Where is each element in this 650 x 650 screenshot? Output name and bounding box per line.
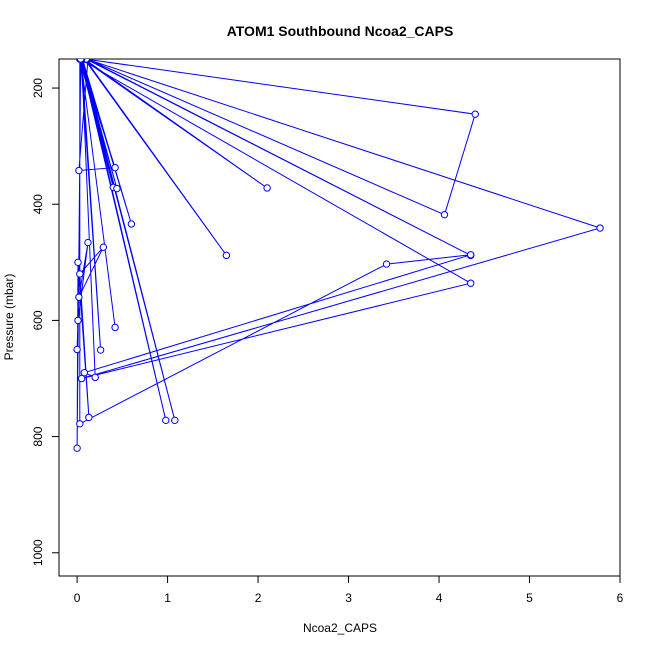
data-point bbox=[76, 270, 84, 278]
data-point bbox=[111, 163, 119, 172]
data-point bbox=[162, 416, 170, 425]
x-tick-label: 2 bbox=[255, 591, 262, 605]
data-point bbox=[73, 345, 81, 354]
data-point bbox=[382, 260, 391, 268]
data-point bbox=[74, 316, 82, 325]
data-point bbox=[111, 323, 119, 332]
data-point bbox=[76, 420, 84, 428]
data-point bbox=[467, 251, 475, 259]
data-point bbox=[171, 416, 179, 425]
x-tick-label: 0 bbox=[74, 591, 81, 605]
data-point bbox=[77, 59, 85, 63]
x-tick-label: 4 bbox=[436, 591, 443, 605]
data-point bbox=[471, 110, 479, 118]
data-point bbox=[85, 413, 93, 422]
y-axis-label: Pressure (mbar) bbox=[2, 274, 16, 361]
x-tick-label: 1 bbox=[164, 591, 171, 605]
data-point bbox=[596, 224, 604, 232]
y-tick-label: 200 bbox=[31, 78, 45, 98]
x-axis: 0 1 2 3 4 5 6 bbox=[74, 575, 624, 605]
data-point bbox=[74, 258, 82, 267]
data-point bbox=[467, 279, 475, 287]
data-point bbox=[263, 184, 271, 192]
data-point bbox=[77, 374, 86, 383]
y-tick-label: 800 bbox=[31, 426, 45, 446]
y-axis: 200 400 600 800 1000 bbox=[31, 78, 60, 566]
series-line bbox=[76, 59, 602, 449]
data-point bbox=[75, 293, 83, 301]
data-point bbox=[96, 346, 105, 354]
x-tick-label: 5 bbox=[526, 591, 533, 605]
data-series bbox=[73, 59, 604, 452]
data-point bbox=[222, 251, 231, 260]
data-point bbox=[99, 243, 108, 251]
data-point bbox=[75, 166, 83, 175]
data-point bbox=[113, 184, 121, 193]
data-point bbox=[440, 210, 449, 219]
data-point bbox=[91, 373, 99, 382]
plot-frame bbox=[58, 58, 621, 577]
x-axis-label: Ncoa2_CAPS bbox=[303, 621, 377, 635]
chart-title: ATOM1 Southbound Ncoa2_CAPS bbox=[227, 23, 454, 39]
data-point bbox=[127, 220, 136, 228]
data-point bbox=[73, 444, 81, 452]
x-tick-label: 3 bbox=[345, 591, 352, 605]
y-tick-label: 1000 bbox=[31, 539, 45, 566]
data-point bbox=[80, 368, 89, 377]
x-tick-label: 6 bbox=[617, 591, 624, 605]
y-tick-label: 400 bbox=[31, 194, 45, 214]
data-point bbox=[84, 238, 92, 247]
y-tick-label: 600 bbox=[31, 310, 45, 330]
